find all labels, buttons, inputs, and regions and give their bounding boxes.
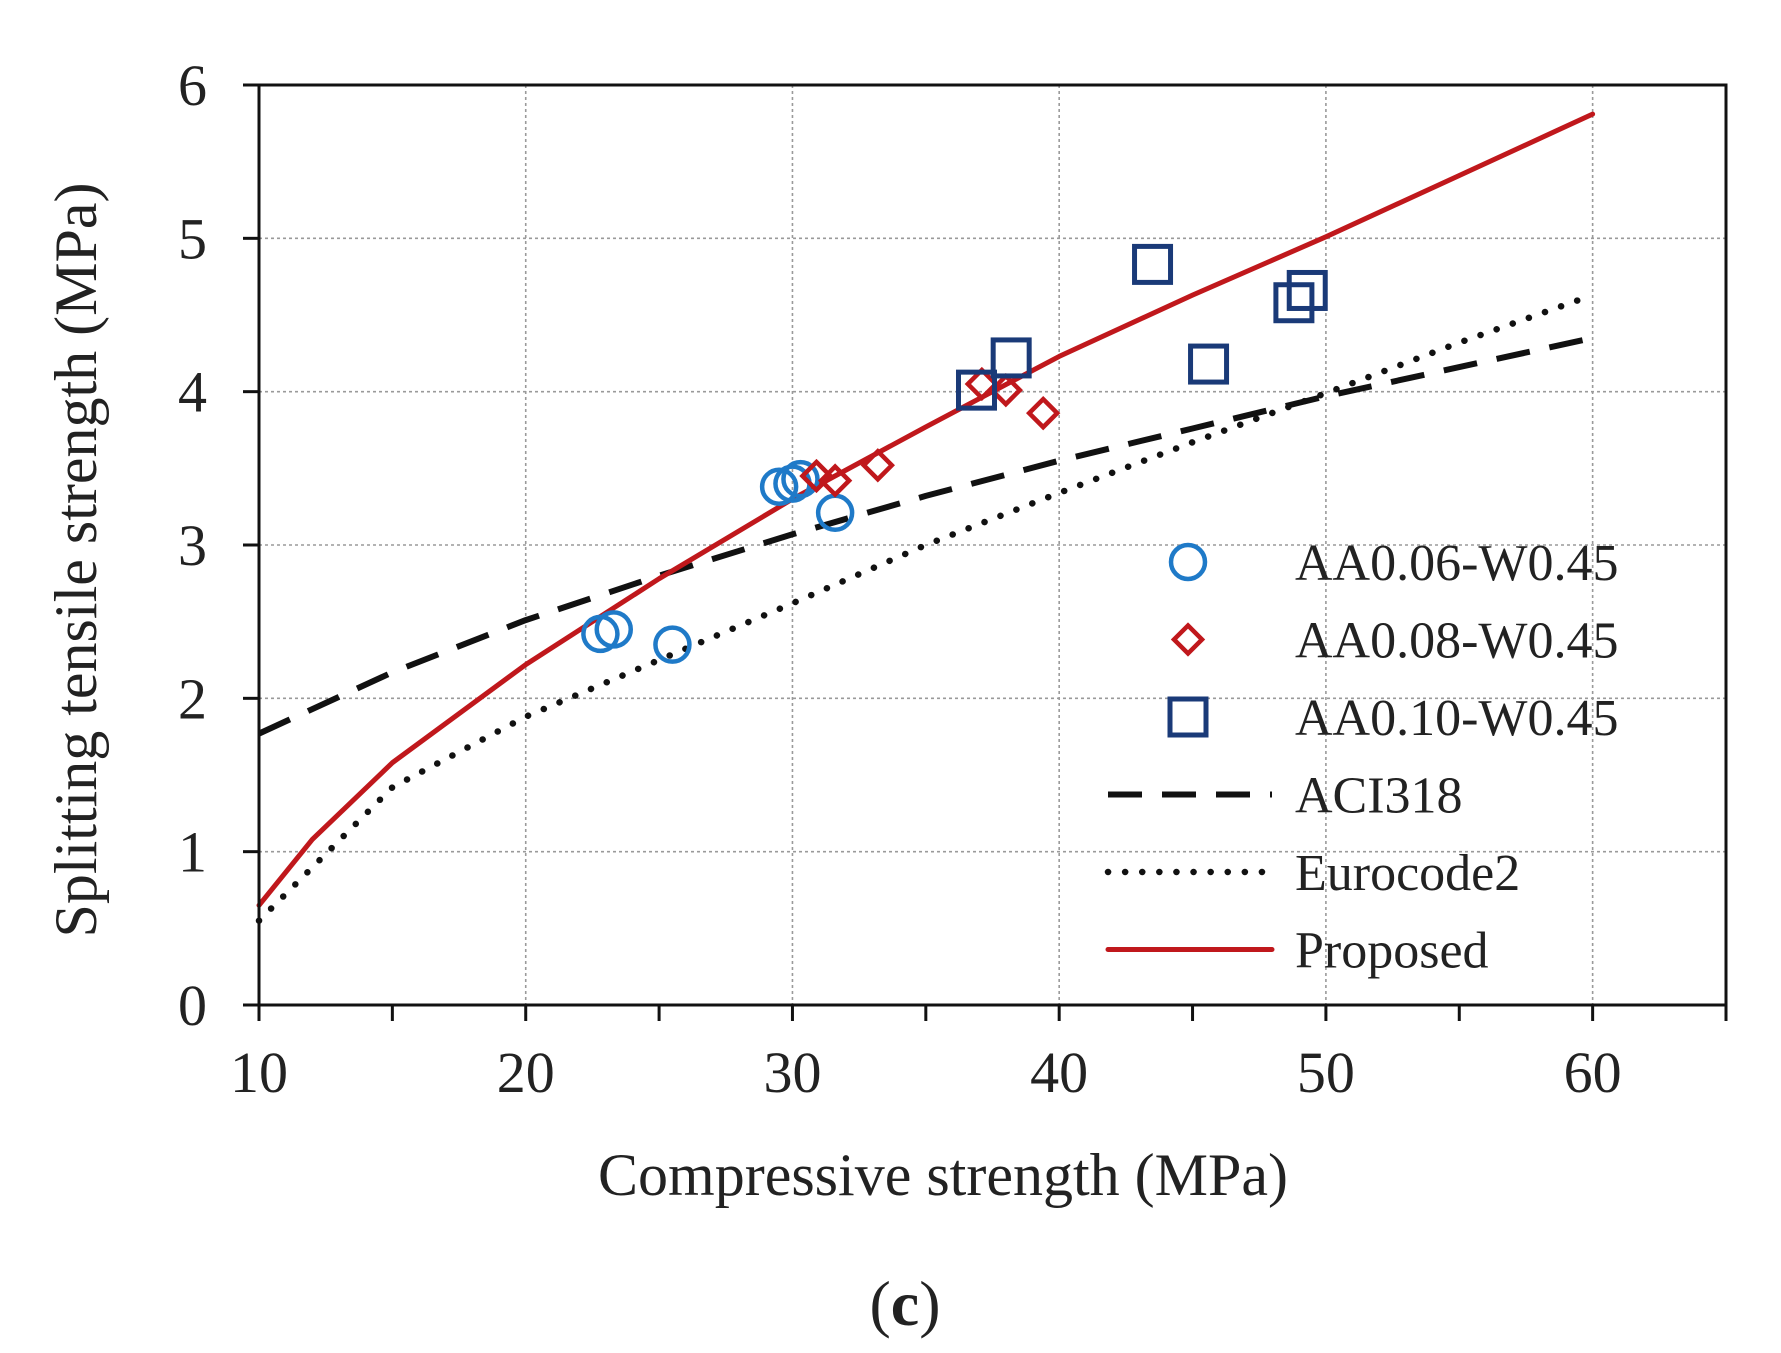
y-tick-label-1: 1 [178,820,207,885]
y-tick-label-4: 4 [178,360,207,425]
x-tick-label-50: 50 [1297,1040,1355,1105]
x-tick-label-60: 60 [1564,1040,1622,1105]
aa0-08-w0-45-point-2 [817,463,853,498]
axes: 10 20 30 40 50 60 0 1 2 3 4 5 6 [178,53,1728,1105]
legend-entry-proposed: Proposed [1105,923,1489,980]
aa0-08-w0-45-point-1 [799,458,834,494]
y-tick-label-0: 0 [178,973,207,1038]
x-tick-label-40: 40 [1030,1040,1088,1105]
aa0-10-w0-45-point-4 [1188,343,1230,385]
aa0-08-w0-45-point-3 [860,448,895,483]
data-markers [581,243,1328,664]
y-tick-label-5: 5 [178,206,207,271]
aa0-06-w0-45-point-2 [594,610,633,649]
legend-entry-aa0-06-w0-45: AA0.06-W0.45 [1168,535,1619,592]
panel-label-letter: c [891,1268,919,1339]
aa0-06-w0-45-point-3 [653,625,692,664]
legend-entry-aci318: ACI318 [1108,768,1463,825]
legend-label: Proposed [1295,923,1489,980]
panel-label: (c) [869,1268,940,1339]
proposed-curve [256,111,1596,908]
legend: AA0.06-W0.45 AA0.08-W0.45 AA0.10-W0.45 ACI3… [1104,535,1619,980]
x-tick-label-20: 20 [497,1040,555,1105]
aci318-curve [257,335,1594,737]
aa0-08-w0-45-point-6 [1025,395,1061,431]
panel-label-open: ( [869,1268,890,1339]
legend-entry-aa0-08-w0-45: AA0.08-W0.45 [1170,613,1619,670]
panel-label-close: ) [919,1268,940,1339]
legend-entry-eurocode2: Eurocode2 [1104,845,1520,902]
legend-square-icon [1167,696,1209,738]
aa0-10-w0-45-point-3 [1132,243,1174,285]
legend-label: ACI318 [1295,768,1463,825]
legend-label: AA0.10-W0.45 [1295,690,1619,747]
legend-label: Eurocode2 [1295,845,1520,902]
legend-circle-icon [1168,542,1208,582]
aa0-10-w0-45-point-2 [990,337,1032,379]
legend-label: AA0.06-W0.45 [1295,535,1619,592]
aa0-10-w0-45-point-6 [1286,269,1328,311]
aa0-08-w0-45-point-4 [964,366,1000,402]
aa0-06-w0-45-point-6 [781,459,820,499]
y-tick-label-6: 6 [178,53,207,118]
legend-entry-aa0-10-w0-45: AA0.10-W0.45 [1167,690,1619,747]
aa0-06-w0-45-point-4 [759,467,799,506]
y-axis-title: Splitting tensile strength (MPa) [43,183,109,938]
aa0-10-w0-45-point-1 [955,369,997,411]
eurocode2-curve [255,291,1596,924]
aa0-10-w0-45-point-5 [1273,282,1315,324]
legend-diamond-icon [1170,622,1206,657]
y-tick-label-2: 2 [178,666,207,731]
x-tick-label-30: 30 [763,1040,821,1105]
curves [255,111,1596,924]
x-axis-title: Compressive strength (MPa) [598,1142,1288,1208]
legend-label: AA0.08-W0.45 [1295,613,1619,670]
y-tick-label-3: 3 [178,513,207,578]
x-tick-label-10: 10 [230,1040,288,1105]
